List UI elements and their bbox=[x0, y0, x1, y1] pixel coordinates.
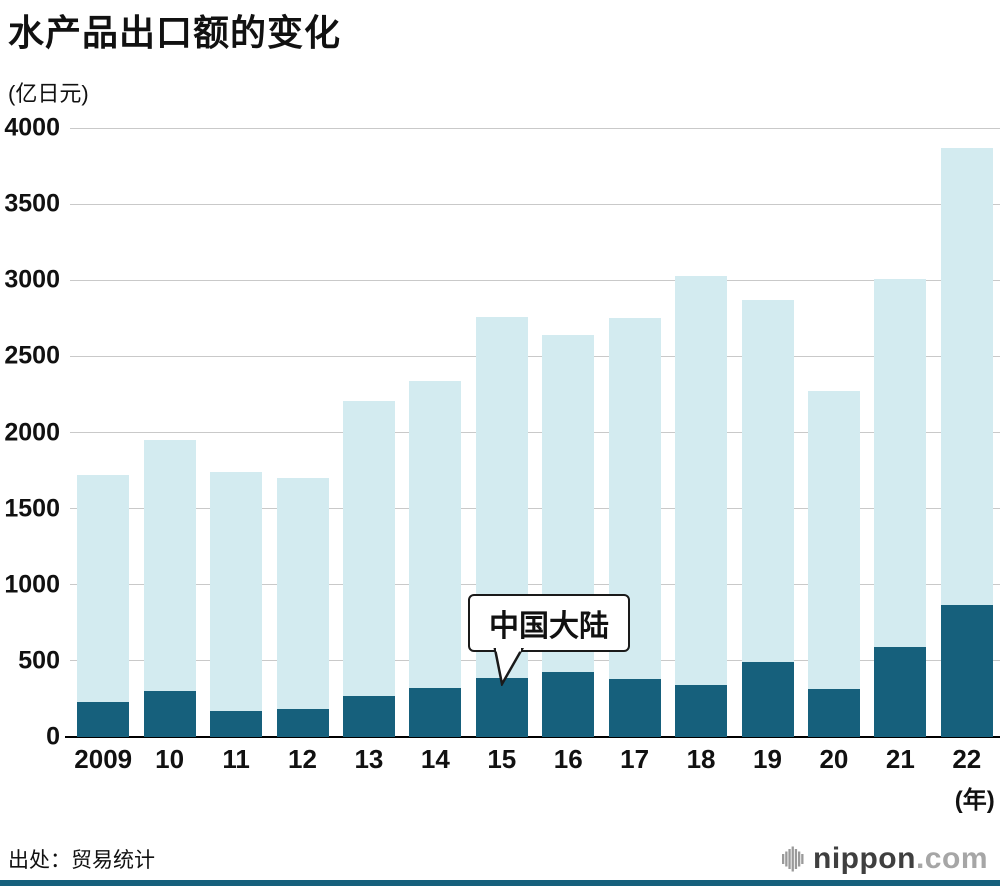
y-axis: 0 500 1000 1500 2000 2500 3000 3500 4000 bbox=[0, 114, 60, 751]
bar-china-mainland-12 bbox=[276, 708, 329, 737]
bar-china-mainland-19 bbox=[741, 662, 794, 737]
y-tick-label: 4000 bbox=[4, 113, 60, 142]
bar-total-exports-18 bbox=[675, 275, 728, 737]
x-tick-label: 18 bbox=[686, 744, 716, 774]
callout-tail-icon bbox=[493, 648, 525, 686]
gridline bbox=[70, 432, 1000, 433]
bar-china-mainland-16 bbox=[542, 671, 595, 737]
logo-brand: nippon bbox=[813, 842, 916, 875]
x-tick-label: 13 bbox=[354, 744, 384, 774]
bottom-accent-bar bbox=[0, 880, 1000, 886]
y-tick-label: 3000 bbox=[4, 265, 60, 294]
bar-total-exports-14 bbox=[409, 380, 462, 737]
nippon-logo-icon bbox=[782, 846, 804, 872]
bar-total-exports-11 bbox=[210, 472, 263, 737]
bar-china-mainland-18 bbox=[675, 685, 728, 737]
x-axis-unit-label: (年) bbox=[954, 787, 995, 814]
bar-china-mainland-20 bbox=[807, 689, 860, 737]
source-note: 出处：贸易统计 bbox=[8, 849, 155, 872]
x-tick-label: 2009 bbox=[74, 744, 133, 774]
y-tick-label: 1000 bbox=[4, 570, 60, 599]
x-tick-label: 19 bbox=[753, 744, 782, 774]
nippon-logo: nippon.com bbox=[782, 842, 988, 876]
y-tick-label: 1500 bbox=[4, 494, 60, 523]
x-tick-label: 20 bbox=[819, 744, 849, 774]
logo-tld: .com bbox=[915, 842, 988, 875]
bar-total-exports-17 bbox=[608, 318, 661, 737]
y-tick-label: 0 bbox=[46, 722, 60, 751]
series-callout: 中国大陆 bbox=[468, 594, 630, 686]
bar-china-mainland-15 bbox=[475, 677, 528, 737]
bar-total-exports-16 bbox=[542, 335, 595, 737]
x-tick-label: 17 bbox=[620, 744, 650, 774]
bar-china-mainland-10 bbox=[143, 691, 196, 737]
bar-total-exports-12 bbox=[276, 478, 329, 737]
y-tick-label: 2500 bbox=[4, 341, 60, 370]
x-tick-label: 11 bbox=[222, 744, 250, 774]
bar-china-mainland-21 bbox=[874, 647, 927, 737]
bar-china-mainland-22 bbox=[940, 604, 993, 737]
gridline bbox=[70, 203, 1000, 205]
gridline bbox=[70, 355, 1000, 357]
x-tick-label: 12 bbox=[288, 744, 317, 774]
gridline bbox=[70, 127, 1000, 129]
y-tick-label: 3500 bbox=[4, 189, 60, 218]
gridline bbox=[70, 279, 1000, 281]
x-axis-baseline bbox=[65, 736, 1000, 738]
bar-total-exports-2009 bbox=[77, 475, 130, 737]
bar-china-mainland-2009 bbox=[77, 701, 130, 737]
chart-title: 水产品出口额的变化 bbox=[8, 12, 342, 53]
x-axis: 2009 10 11 12 13 14 15 16 17 18 19 20 21 22 (年) bbox=[70, 744, 1000, 824]
y-tick-label: 2000 bbox=[4, 418, 60, 446]
bar-china-mainland-14 bbox=[409, 688, 462, 737]
bar-china-mainland-13 bbox=[342, 695, 395, 737]
callout-label: 中国大陆 bbox=[489, 610, 609, 643]
bar-total-exports-10 bbox=[143, 440, 196, 737]
x-tick-label: 15 bbox=[487, 744, 517, 774]
bar-china-mainland-17 bbox=[608, 679, 661, 737]
y-tick-label: 500 bbox=[18, 646, 60, 675]
y-axis-unit-label: (亿日元) bbox=[8, 81, 89, 106]
gridline bbox=[70, 584, 1000, 586]
gridline bbox=[70, 660, 1000, 662]
x-tick-label: 16 bbox=[553, 744, 583, 774]
gridline bbox=[70, 508, 1000, 510]
logo-text: nippon.com bbox=[813, 842, 988, 876]
bar-total-exports-20 bbox=[807, 391, 860, 737]
bar-china-mainland-11 bbox=[210, 711, 263, 737]
x-tick-label: 10 bbox=[155, 744, 185, 774]
bar-total-exports-13 bbox=[342, 400, 395, 737]
x-tick-label: 14 bbox=[420, 744, 450, 774]
x-tick-label: 22 bbox=[952, 744, 982, 774]
x-tick-label: 21 bbox=[885, 744, 915, 774]
